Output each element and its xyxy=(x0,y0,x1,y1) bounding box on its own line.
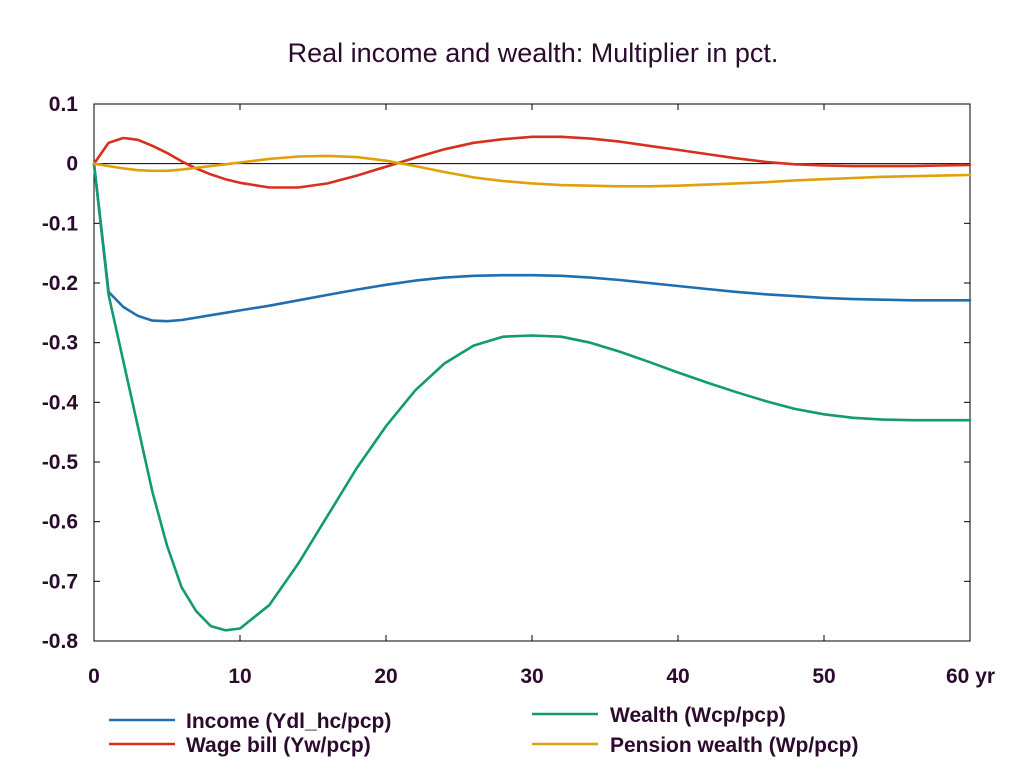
y-tick-label: 0 xyxy=(66,153,78,176)
y-tick-label: -0.1 xyxy=(42,212,79,235)
chart-title: Real income and wealth: Multiplier in pc… xyxy=(288,38,779,68)
x-tick-label: 0 xyxy=(88,665,100,688)
series-line-2 xyxy=(92,135,972,189)
y-tick-label: -0.8 xyxy=(42,630,79,653)
plot-area: 0.1 0 -0.1 -0.2 -0.3 -0.4 -0.5 -0.6 -0.7 -0.8 0 10 2… xyxy=(42,93,995,688)
legend-label-3: Wealth (Wcp/pcp) xyxy=(610,704,786,727)
x-tick-label: 60 yr xyxy=(946,665,995,688)
legend-label-4: Pension wealth (Wp/pcp) xyxy=(610,734,859,757)
series-line-1 xyxy=(92,162,972,323)
series-layer xyxy=(92,135,972,632)
x-tick-label: 10 xyxy=(228,665,251,688)
x-tick-label: 30 xyxy=(520,665,543,688)
y-tick-label: -0.5 xyxy=(42,451,79,474)
legend: Income (Ydl_hc/pcp)Wage bill (Yw/pcp) Wea… xyxy=(109,704,859,757)
y-tick-label: -0.6 xyxy=(42,511,78,534)
x-tick-label: 40 xyxy=(666,665,689,688)
legend-label-1: Income (Ydl_hc/pcp) xyxy=(186,710,391,733)
x-tick-label: 50 xyxy=(812,665,835,688)
series-line-4 xyxy=(92,154,972,188)
y-tick-label: -0.2 xyxy=(42,272,78,295)
series-line-3 xyxy=(92,162,972,632)
y-tick-label: 0.1 xyxy=(49,93,79,116)
y-tick-label: -0.3 xyxy=(42,332,78,355)
y-tick-label: -0.4 xyxy=(42,391,79,414)
x-tick-label: 20 xyxy=(374,665,397,688)
y-tick-label: -0.7 xyxy=(42,570,78,593)
legend-label-2: Wage bill (Yw/pcp) xyxy=(186,734,371,757)
